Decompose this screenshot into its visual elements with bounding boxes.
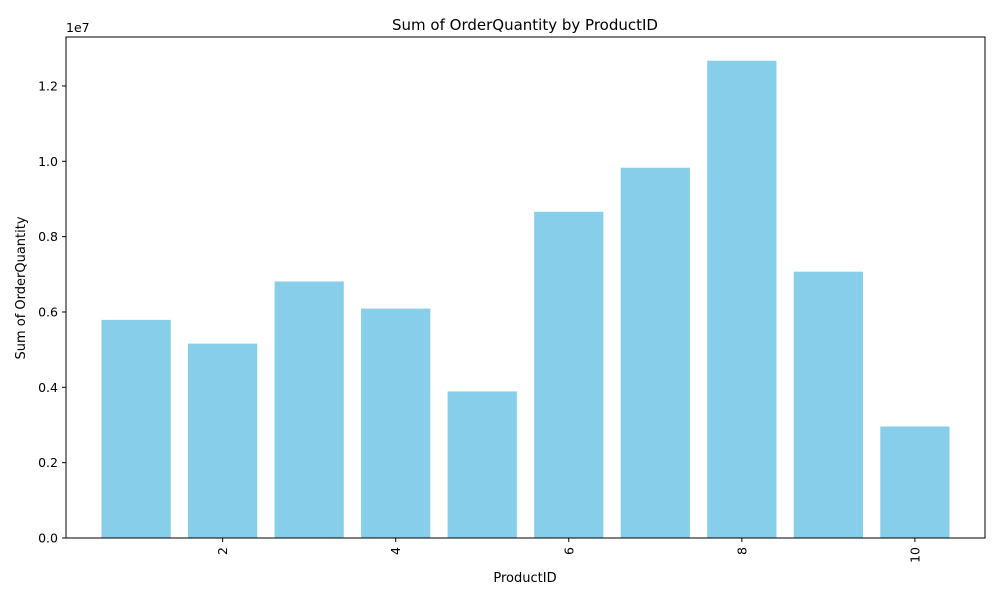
y-tick-label: 0.2 <box>38 455 58 470</box>
y-tick-label: 0.8 <box>38 229 58 244</box>
y-axis-offset-label: 1e7 <box>66 20 90 35</box>
x-axis-label: ProductID <box>493 571 556 586</box>
plot-frame <box>65 36 986 539</box>
bars-group <box>101 60 950 539</box>
bar-product-4 <box>361 308 431 538</box>
y-tick-label: 0.6 <box>38 304 58 319</box>
bar-product-3 <box>274 281 344 538</box>
x-axis-ticks: 2 4 6 8 10 <box>215 538 922 563</box>
bar-product-10 <box>880 426 950 538</box>
y-axis-ticks: 0.0 0.2 0.4 0.6 0.8 1.0 1.2 <box>38 78 66 546</box>
y-axis-label: Sum of OrderQuantity <box>14 216 29 359</box>
x-tick-label: 6 <box>561 547 576 555</box>
x-tick-label: 2 <box>215 547 230 555</box>
bar-product-7 <box>620 167 690 538</box>
bar-product-5 <box>447 391 517 538</box>
bar-product-6 <box>534 211 604 538</box>
bar-product-9 <box>793 271 863 538</box>
x-tick-label: 4 <box>388 547 403 555</box>
x-tick-label: 10 <box>907 547 922 563</box>
chart-title: Sum of OrderQuantity by ProductID <box>392 16 658 34</box>
y-tick-label: 0.0 <box>38 531 58 546</box>
bar-product-2 <box>188 343 258 538</box>
y-tick-label: 0.4 <box>38 380 58 395</box>
bar-product-1 <box>101 319 171 538</box>
x-tick-label: 8 <box>734 547 749 555</box>
bar-product-8 <box>707 60 777 539</box>
y-tick-label: 1.0 <box>38 154 58 169</box>
y-tick-label: 1.2 <box>38 78 58 93</box>
